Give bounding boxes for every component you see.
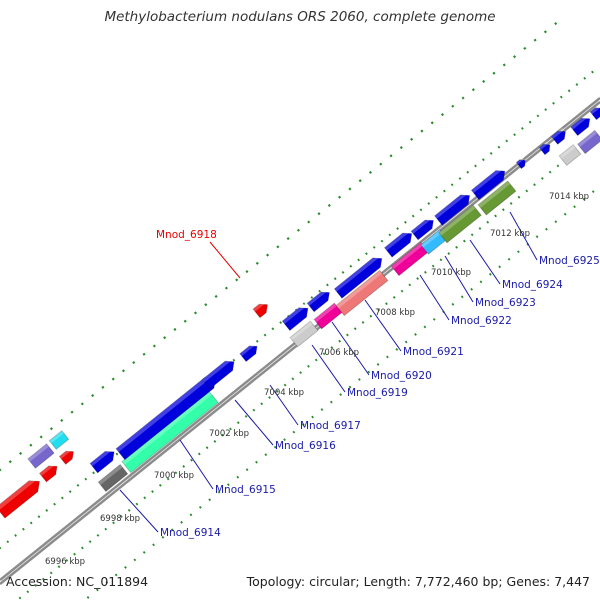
gene-6931[interactable] <box>577 129 600 155</box>
gene-6914-b[interactable] <box>97 463 129 493</box>
gene-left-red-1[interactable] <box>0 475 44 519</box>
gene-label-leader <box>119 489 159 533</box>
gene-6925[interactable] <box>477 180 517 216</box>
kbp-tick-label: 7002 kbp <box>209 429 249 439</box>
gene-label-leader <box>419 274 450 321</box>
gene-6917b[interactable] <box>239 342 260 363</box>
gene-6924[interactable] <box>438 204 482 244</box>
kbp-tick-label: 7004 kbp <box>264 388 304 398</box>
genome-title: Methylobacterium nodulans ORS 2060, comp… <box>104 9 496 25</box>
gene-label-mnod_6915[interactable]: Mnod_6915 <box>215 484 276 496</box>
gene-6929[interactable] <box>550 127 568 145</box>
gene-label-mnod_6917[interactable]: Mnod_6917 <box>300 420 361 432</box>
gene-label-mnod_6923[interactable]: Mnod_6923 <box>475 297 536 309</box>
gene-label-mnod_6922[interactable]: Mnod_6922 <box>451 315 512 327</box>
gene-6914-a[interactable] <box>89 447 118 474</box>
kbp-tick-label: 6996 kbp <box>45 557 85 567</box>
gene-track <box>0 104 600 519</box>
gene-label-mnod_6921[interactable]: Mnod_6921 <box>403 346 464 358</box>
gene-label-mnod_6920[interactable]: Mnod_6920 <box>371 370 432 382</box>
gene-6928[interactable] <box>558 144 582 166</box>
gene-6924b[interactable] <box>434 190 474 226</box>
gene-label-leader <box>269 384 299 426</box>
gene-6926[interactable] <box>515 157 527 170</box>
gene-6927[interactable] <box>538 141 552 156</box>
kbp-tick-label: 7010 kbp <box>431 268 471 278</box>
tick-row-outer <box>0 22 558 472</box>
gene-label-leader <box>179 439 214 490</box>
gene-label-mnod_6924[interactable]: Mnod_6924 <box>502 279 563 291</box>
gene-6921[interactable] <box>335 269 389 317</box>
gene-label-leader <box>234 399 274 446</box>
gene-label-leader <box>469 239 501 285</box>
gene-label-mnod_6914[interactable]: Mnod_6914 <box>160 527 221 539</box>
kbp-tick-label: 7008 kbp <box>375 308 415 318</box>
gene-label-leader <box>509 211 538 261</box>
gene-6919b[interactable] <box>281 303 311 332</box>
gene-left-red-2[interactable] <box>38 462 61 483</box>
gene-label-leader <box>311 344 346 393</box>
gene-labels: Mnod_6914 Mnod_6915 Mnod_6916 Mnod_6917 Mnod… <box>119 211 600 539</box>
gene-label-mnod_6916[interactable]: Mnod_6916 <box>275 440 336 452</box>
gene-6918[interactable] <box>252 300 271 319</box>
gene-left-purple[interactable] <box>27 443 55 469</box>
kbp-tick-label: 6998 kbp <box>100 514 140 524</box>
gene-label-leader <box>331 321 370 376</box>
gene-label-leader <box>364 299 402 352</box>
gene-left-cyan[interactable] <box>48 430 70 450</box>
gene-6930[interactable] <box>570 114 593 137</box>
summary-text: Topology: circular; Length: 7,772,460 bp… <box>246 574 590 589</box>
gene-6922b[interactable] <box>383 228 416 258</box>
gene-6917[interactable] <box>201 357 238 390</box>
tick-row-inner <box>18 133 599 600</box>
kbp-tick-label: 7012 kbp <box>490 229 530 239</box>
gene-6920b[interactable] <box>306 288 333 313</box>
gene-label-mnod_6919[interactable]: Mnod_6919 <box>347 387 408 399</box>
kbp-tick-label: 7000 kbp <box>154 471 194 481</box>
gene-left-red-3[interactable] <box>58 447 76 465</box>
gene-6921b[interactable] <box>333 253 385 299</box>
gene-label-leader <box>444 255 474 303</box>
gene-6919[interactable] <box>289 320 319 348</box>
tick-row-inner-2 <box>86 190 595 599</box>
gene-label-mnod_6918[interactable]: Mnod_6918 <box>156 229 217 241</box>
kbp-tick-label: 7006 kbp <box>319 348 359 358</box>
kbp-labels: 6996 kbp 6998 kbp 7000 kbp 7002 kbp 7004 kbp… <box>45 192 589 567</box>
kbp-tick-label: 7014 kbp <box>549 192 589 202</box>
gene-6925b[interactable] <box>470 166 508 201</box>
tick-grid <box>0 22 599 600</box>
gene-label-mnod_6925[interactable]: Mnod_6925 <box>539 255 600 267</box>
gene-label-leader <box>209 241 241 279</box>
gene-6923b[interactable] <box>410 216 437 241</box>
accession-text: Accession: NC_011894 <box>6 574 149 589</box>
